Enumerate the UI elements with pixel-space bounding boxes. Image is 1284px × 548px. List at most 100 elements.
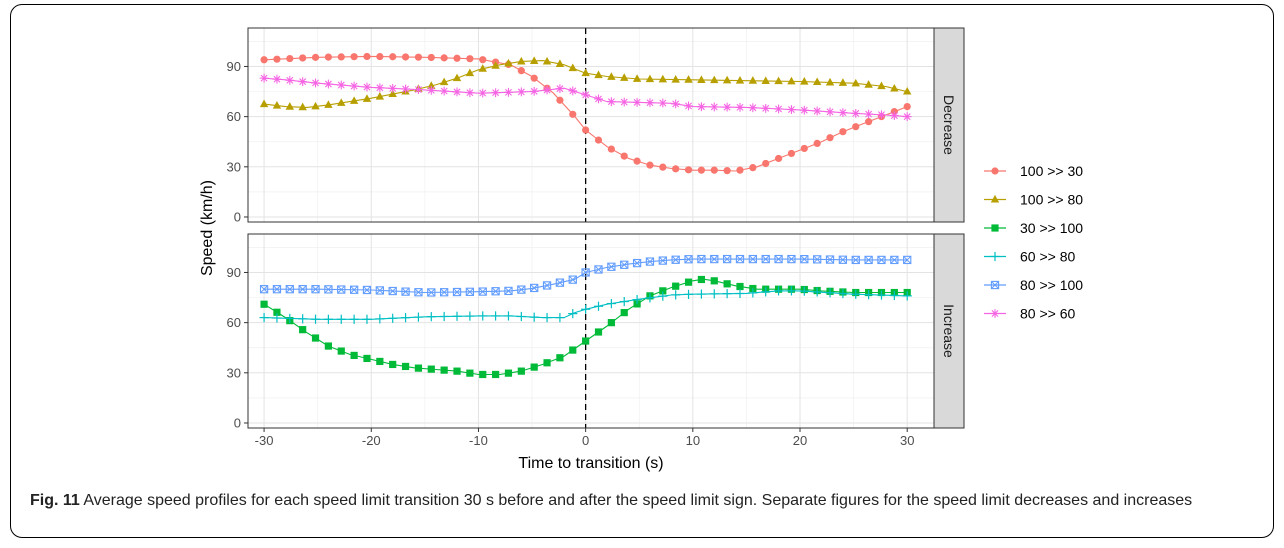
data-point [530, 283, 539, 293]
data-point [697, 254, 706, 264]
data-point [478, 311, 488, 321]
data-point [607, 319, 615, 327]
data-point [581, 268, 590, 277]
data-point [555, 313, 565, 323]
data-point [529, 86, 539, 96]
data-point [684, 278, 693, 286]
data-point [517, 67, 525, 75]
data-point [427, 288, 436, 297]
data-point [722, 102, 732, 112]
data-point [453, 367, 461, 375]
data-point [363, 52, 371, 61]
data-point [517, 56, 526, 65]
data-point [620, 309, 628, 317]
data-point [838, 255, 848, 264]
data-point [504, 369, 513, 377]
panel-increase: Increase [247, 233, 965, 429]
data-point [362, 314, 372, 324]
data-point [543, 359, 551, 367]
legend-key-marker [990, 251, 1000, 262]
data-point [865, 118, 873, 126]
data-point [555, 59, 565, 67]
data-point [542, 56, 552, 65]
data-point [529, 312, 539, 322]
legend-item: 80 >> 100 [984, 277, 1083, 293]
data-point [825, 107, 835, 117]
data-point [272, 101, 282, 109]
data-point [376, 52, 384, 61]
data-point [787, 254, 796, 264]
caption-text: Average speed profiles for each speed li… [83, 492, 1193, 509]
data-point [800, 77, 809, 85]
data-point [363, 354, 371, 363]
data-point [465, 311, 475, 321]
legend-label: 100 >> 80 [1020, 192, 1083, 208]
data-point [813, 139, 821, 147]
data-point [427, 81, 436, 89]
data-point [414, 364, 423, 372]
data-point [787, 149, 796, 158]
data-point [491, 61, 500, 69]
panel-decrease: Decrease [247, 27, 965, 223]
data-point [903, 86, 912, 95]
data-point [762, 159, 770, 168]
data-point [722, 254, 732, 264]
data-point [672, 282, 680, 290]
data-point [696, 289, 707, 299]
panel-background [248, 28, 934, 222]
data-point [736, 166, 744, 174]
data-point [259, 73, 269, 83]
data-point [568, 86, 578, 96]
data-point [748, 76, 758, 84]
data-point [542, 85, 552, 95]
x-tick-label: 10 [686, 433, 700, 448]
y-tick-label: 0 [234, 209, 241, 224]
series-line [264, 77, 908, 118]
data-point [285, 285, 294, 294]
legend-key-marker [991, 224, 999, 232]
x-tick-label: -20 [362, 433, 381, 448]
legend-item: 80 >> 60 [984, 306, 1075, 322]
data-point [298, 314, 308, 324]
data-point [349, 314, 359, 324]
strip-background [933, 27, 965, 223]
series-60-80 [259, 286, 912, 324]
data-point [710, 254, 719, 264]
data-point [748, 103, 758, 113]
data-point [812, 106, 822, 116]
data-point [414, 53, 423, 61]
data-point [709, 102, 719, 112]
data-point [619, 296, 629, 307]
legend-key-marker [990, 194, 1000, 203]
data-point [491, 311, 501, 321]
legend-label: 100 >> 30 [1020, 163, 1083, 179]
data-point [684, 166, 693, 174]
data-point [877, 255, 886, 265]
data-point [414, 288, 423, 297]
data-point [851, 255, 860, 265]
data-point [620, 260, 629, 269]
data-point [336, 314, 346, 324]
data-point [723, 280, 731, 288]
data-point [530, 74, 538, 82]
caption-label: Fig. 11 [30, 492, 80, 509]
data-point [710, 166, 718, 174]
data-point [582, 126, 590, 134]
data-point [324, 100, 333, 108]
data-point [658, 291, 668, 301]
data-point [890, 83, 899, 92]
data-point [350, 53, 358, 61]
data-point [581, 68, 590, 77]
data-point [735, 75, 745, 84]
legend-key-marker [991, 167, 999, 175]
data-point [503, 311, 514, 321]
data-point [491, 88, 501, 98]
data-point [825, 255, 835, 264]
data-point [286, 54, 294, 63]
data-point [427, 53, 435, 62]
data-point [285, 102, 295, 110]
data-point [337, 347, 345, 355]
data-point [773, 286, 784, 296]
data-point [401, 362, 410, 371]
data-point [902, 112, 912, 122]
